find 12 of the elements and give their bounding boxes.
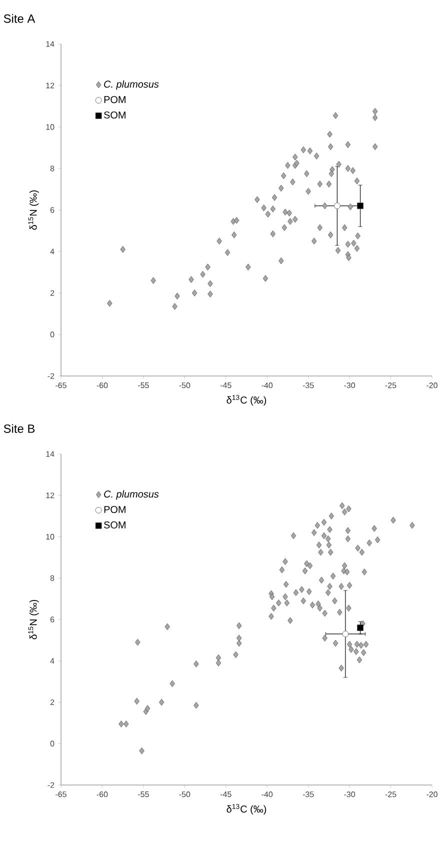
legend-label: C. plumosus: [104, 490, 159, 500]
chart-title: Site B: [4, 424, 35, 433]
legend-label: SOM: [104, 111, 126, 119]
legend-label: POM: [104, 96, 126, 104]
chart-title: Site A: [4, 14, 36, 23]
y-axis-title: δ$^{15}$N (‰): [28, 600, 39, 640]
y-axis-title: δ$^{15}$N (‰): [28, 190, 39, 230]
legend-label: C. plumosus: [104, 80, 159, 90]
x-axis-title: δ$^{13}$C (‰): [226, 394, 266, 406]
legend-label: POM: [104, 506, 126, 514]
x-axis-title: δ$^{13}$C (‰): [226, 804, 266, 815]
legend-label: SOM: [104, 521, 126, 528]
